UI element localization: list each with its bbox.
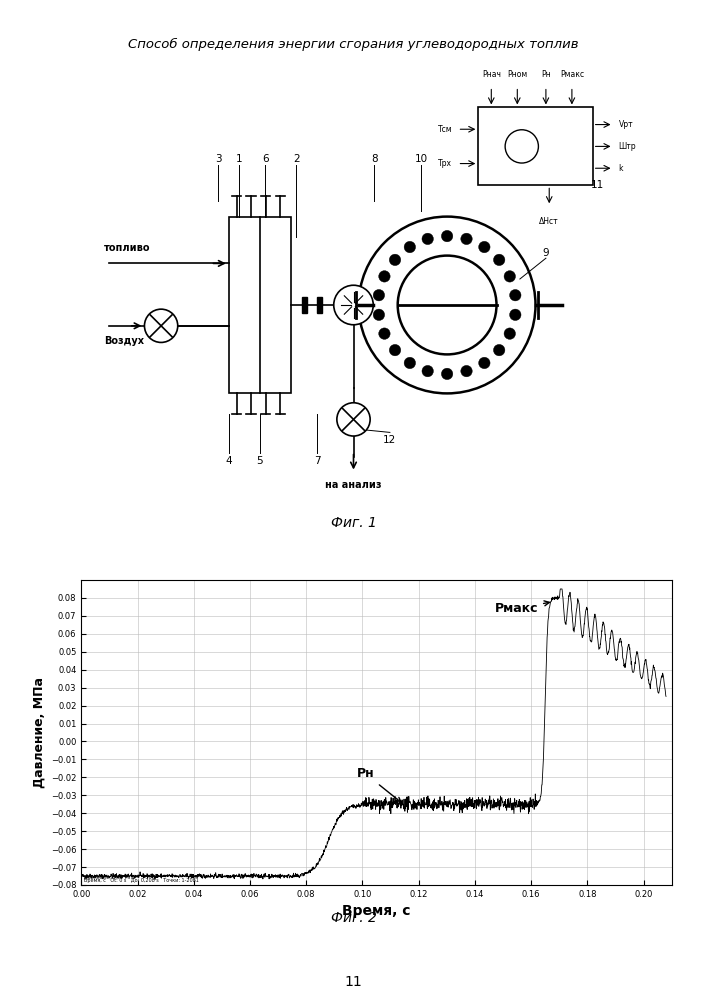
- Circle shape: [379, 271, 390, 282]
- Text: Tрх: Tрх: [438, 159, 452, 168]
- Circle shape: [373, 309, 385, 321]
- Bar: [228, 217, 291, 393]
- Circle shape: [479, 357, 490, 369]
- Text: Pмакс: Pмакс: [560, 70, 584, 79]
- X-axis label: Время, с: Время, с: [342, 904, 411, 918]
- Text: Штр: Штр: [619, 142, 636, 151]
- Circle shape: [493, 344, 505, 356]
- Circle shape: [390, 254, 401, 266]
- Text: Время, с   Ot: 0 s   До: 0,208 s   Точки: 1-2081: Время, с Ot: 0 s До: 0,208 s Точки: 1-20…: [84, 878, 199, 883]
- Text: 6: 6: [262, 154, 269, 164]
- Text: 9: 9: [542, 248, 549, 258]
- Circle shape: [504, 328, 515, 339]
- Text: 10: 10: [414, 154, 428, 164]
- Circle shape: [334, 285, 373, 325]
- Circle shape: [461, 233, 472, 245]
- Text: 11: 11: [591, 180, 604, 190]
- Circle shape: [504, 271, 515, 282]
- Text: Давление, 0,01 МПа: Давление, 0,01 МПа: [84, 875, 136, 880]
- Text: Vрт: Vрт: [619, 120, 633, 129]
- Circle shape: [493, 254, 505, 266]
- Circle shape: [422, 233, 433, 245]
- Circle shape: [479, 241, 490, 253]
- Text: Фиг. 1: Фиг. 1: [331, 516, 376, 530]
- Bar: [317, 297, 322, 313]
- Circle shape: [337, 403, 370, 436]
- Circle shape: [510, 289, 521, 301]
- Text: 1: 1: [236, 154, 243, 164]
- Text: Pмакс: Pмакс: [495, 601, 549, 615]
- Text: Фиг. 2: Фиг. 2: [331, 911, 376, 925]
- Text: Pном: Pном: [507, 70, 527, 79]
- Circle shape: [404, 241, 416, 253]
- Text: 4: 4: [226, 456, 232, 466]
- Circle shape: [373, 289, 385, 301]
- Bar: [301, 297, 307, 313]
- Circle shape: [510, 309, 521, 321]
- Text: на анализ: на анализ: [325, 480, 382, 490]
- Circle shape: [379, 328, 390, 339]
- Circle shape: [398, 256, 496, 354]
- Text: Pн: Pн: [541, 70, 551, 79]
- Circle shape: [441, 230, 452, 242]
- Text: 12: 12: [383, 435, 397, 445]
- Circle shape: [441, 368, 452, 380]
- Text: Pнач: Pнач: [481, 70, 501, 79]
- Circle shape: [505, 130, 539, 163]
- Text: 5: 5: [257, 456, 263, 466]
- Circle shape: [461, 365, 472, 377]
- Text: 3: 3: [215, 154, 221, 164]
- Text: ΔHст: ΔHст: [539, 217, 559, 226]
- Bar: [479, 107, 592, 185]
- Text: 8: 8: [371, 154, 378, 164]
- Text: Способ определения энергии сгорания углеводородных топлив: Способ определения энергии сгорания угле…: [128, 38, 579, 51]
- Circle shape: [404, 357, 416, 369]
- Circle shape: [144, 309, 177, 342]
- Text: 2: 2: [293, 154, 300, 164]
- Text: k: k: [619, 164, 623, 173]
- Text: Воздух: Воздух: [104, 336, 144, 346]
- Y-axis label: Давление, МПа: Давление, МПа: [33, 677, 45, 788]
- Circle shape: [358, 217, 535, 393]
- Text: Tсм: Tсм: [438, 125, 452, 134]
- Text: 11: 11: [344, 975, 363, 989]
- Circle shape: [390, 344, 401, 356]
- Text: 7: 7: [314, 456, 320, 466]
- Circle shape: [422, 365, 433, 377]
- Text: топливо: топливо: [104, 243, 151, 253]
- Text: Pн: Pн: [357, 767, 401, 802]
